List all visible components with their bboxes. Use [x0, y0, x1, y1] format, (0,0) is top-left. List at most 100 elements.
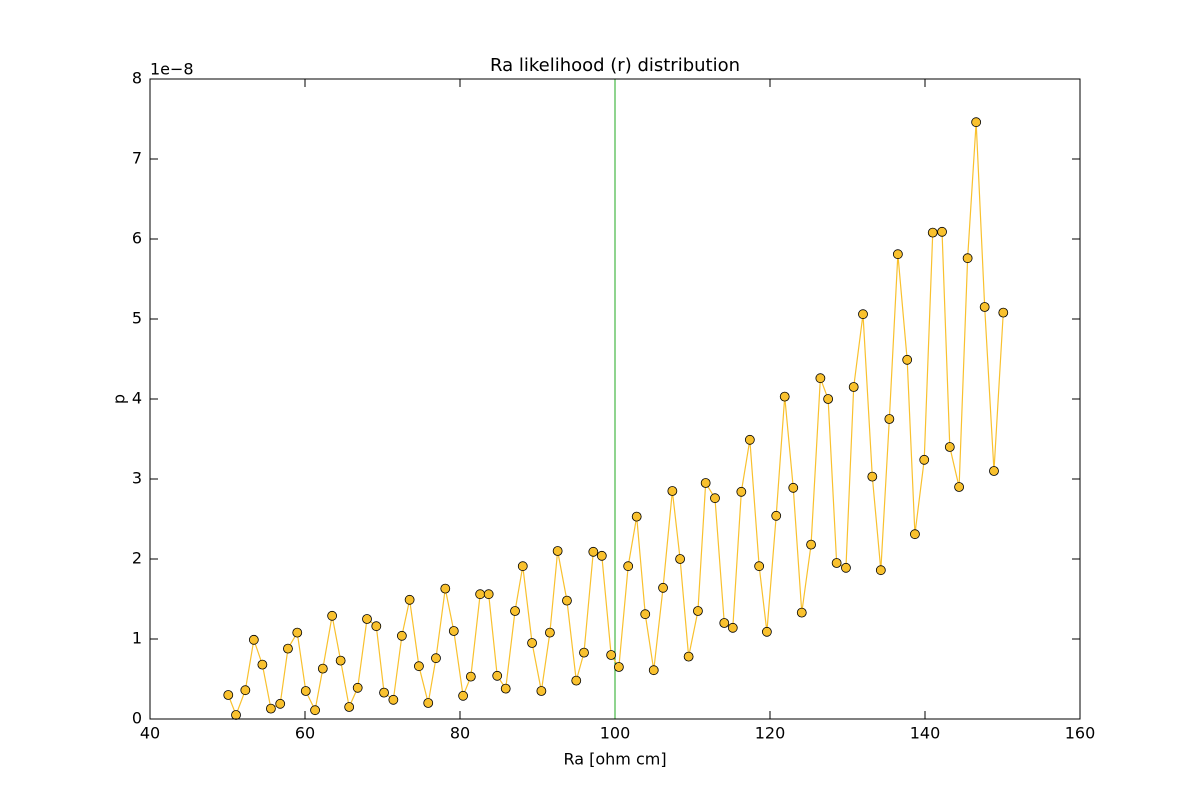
data-point: [631, 511, 642, 522]
data-point: [396, 630, 407, 641]
data-point: [831, 558, 842, 568]
y-tick-label: 6: [132, 229, 142, 248]
data-point: [744, 434, 755, 445]
data-point: [517, 561, 528, 572]
data-point: [536, 686, 547, 696]
data-point: [693, 606, 703, 616]
data-point: [404, 594, 415, 605]
data-point: [944, 442, 955, 452]
y-tick-label: 8: [132, 69, 142, 88]
data-point: [648, 665, 659, 676]
x-tick-label: 160: [1065, 724, 1096, 743]
data-point: [719, 618, 730, 628]
data-point: [510, 606, 520, 616]
data-point: [815, 373, 826, 384]
data-point: [979, 302, 990, 312]
data-point: [848, 382, 859, 392]
data-point: [841, 562, 851, 573]
data-point: [352, 682, 363, 693]
data-point: [465, 671, 476, 682]
plot-frame: [149, 78, 1081, 720]
y-tick-label: 1: [132, 629, 142, 648]
data-point: [327, 610, 338, 621]
data-point: [275, 698, 286, 709]
x-tick-label: 100: [600, 724, 631, 743]
data-point: [458, 690, 469, 701]
data-point: [971, 117, 982, 128]
data-point: [902, 354, 913, 365]
data-point: [562, 595, 572, 606]
data-point: [265, 703, 276, 714]
data-point: [675, 554, 685, 564]
data-point: [379, 687, 389, 698]
x-axis-label: Ra [ohm cm]: [563, 750, 666, 769]
data-point: [867, 471, 878, 482]
data-point: [588, 546, 599, 557]
data-point: [858, 309, 868, 320]
data-point: [388, 694, 399, 705]
data-point: [954, 482, 964, 492]
data-point: [683, 651, 694, 662]
chart-title: Ra likelihood (r) distribution: [490, 55, 740, 76]
data-point: [317, 663, 328, 674]
y-tick-label: 4: [132, 389, 142, 408]
data-point: [335, 655, 346, 666]
data-point: [919, 454, 930, 465]
data-point: [475, 589, 486, 600]
data-point: [310, 705, 320, 716]
data-point: [240, 685, 251, 696]
data-point: [440, 583, 451, 594]
x-tick-label: 80: [450, 724, 470, 743]
data-point: [414, 661, 424, 672]
x-tick-label: 60: [295, 724, 315, 743]
data-point: [579, 647, 589, 658]
data-point: [344, 702, 355, 712]
data-point: [927, 227, 938, 238]
data-point: [658, 582, 668, 593]
data-point: [362, 614, 372, 624]
data-point: [283, 643, 293, 654]
data-point: [754, 561, 765, 572]
data-point: [762, 626, 772, 637]
data-point: [875, 565, 886, 576]
y-offset-label: 1e−8: [150, 60, 194, 79]
data-point: [700, 478, 711, 488]
data-point: [989, 466, 999, 476]
data-point: [552, 546, 563, 556]
data-point: [248, 634, 259, 645]
data-point: [483, 589, 494, 600]
data-point: [423, 698, 434, 708]
x-tick-label: 40: [140, 724, 160, 743]
data-point: [892, 249, 903, 260]
data-point: [771, 510, 782, 521]
data-point: [492, 670, 503, 681]
data-point: [371, 621, 382, 632]
data-point: [884, 414, 895, 424]
data-point: [300, 686, 311, 696]
data-point: [910, 529, 920, 540]
y-tick-label: 2: [132, 549, 142, 568]
data-point: [779, 391, 790, 402]
data-point: [571, 675, 582, 686]
data-point: [231, 710, 241, 720]
data-point: [527, 638, 537, 648]
data-point: [596, 550, 607, 561]
y-tick-label: 0: [132, 709, 142, 728]
data-point: [962, 253, 973, 264]
data-point: [796, 607, 807, 618]
x-tick-label: 120: [755, 724, 786, 743]
data-point: [667, 486, 678, 496]
data-point: [998, 307, 1009, 318]
data-point: [606, 650, 617, 660]
x-tick-label: 140: [910, 724, 941, 743]
y-axis-label: p: [110, 394, 129, 404]
data-point: [727, 622, 738, 633]
data-point: [736, 486, 747, 497]
data-point: [806, 539, 816, 550]
data-point: [788, 482, 799, 493]
y-tick-label: 5: [132, 309, 142, 328]
data-point: [937, 226, 947, 237]
data-point: [292, 627, 303, 638]
y-tick-label: 7: [132, 149, 142, 168]
